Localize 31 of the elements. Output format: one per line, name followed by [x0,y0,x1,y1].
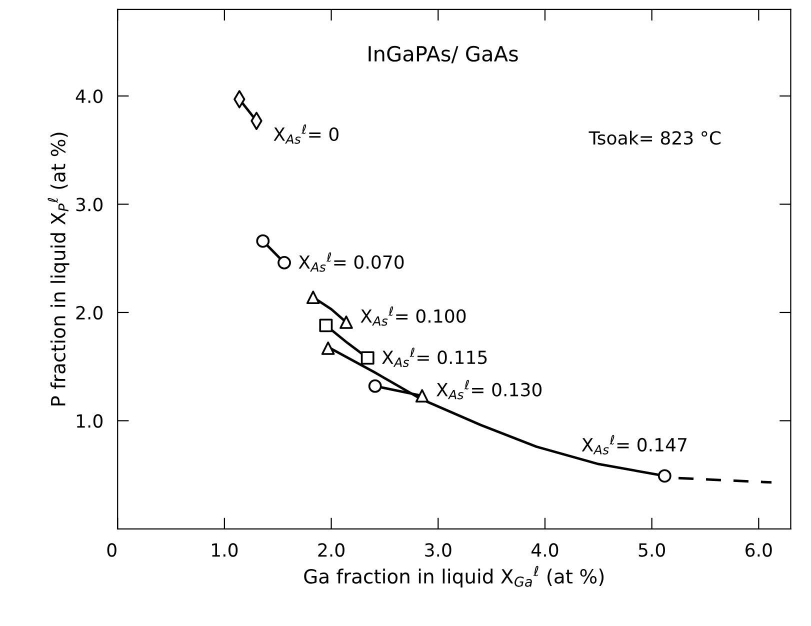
point [306,290,320,304]
point [658,469,672,483]
point [340,316,353,329]
y-tick-label: 2.0 [76,306,103,320]
point [368,379,382,393]
point [415,389,429,403]
point [256,234,270,248]
annotation: Tsoak= 823 °C [588,130,721,145]
point [321,341,335,355]
x-tick-label: 6.0 [746,543,772,557]
x-tick-label: 1.0 [212,543,238,557]
x-tick-label: 3.0 [425,543,452,557]
series-label: X$_{As}$$^{ℓ}$= 0.100 [360,306,466,326]
x-tick-label: 4.0 [532,543,558,557]
point [278,256,291,270]
y-axis-title: P fraction in liquid X$_{P}$$^{ℓ}$ (at %) [48,132,70,406]
y-tick-label: 1.0 [76,414,103,428]
series-label: X$_{As}$$^{ℓ}$= 0 [274,124,338,144]
series-label: X$_{As}$$^{ℓ}$= 0.115 [382,348,487,368]
x-tick-label: 2.0 [318,543,344,557]
x-tick-label: 5.0 [638,543,665,557]
y-tick-label: 3.0 [76,198,103,212]
series-label: X$_{As}$$^{ℓ}$= 0.130 [436,380,542,400]
series-label: X$_{As}$$^{ℓ}$= 0.070 [298,252,404,272]
x-axis-title: Ga fraction in liquid X$_{Ga}$$^{ℓ}$ (at %) [304,566,604,588]
point [319,318,333,332]
y-tick-label: 4.0 [76,89,103,104]
annotation: InGaPAs/ GaAs [368,46,518,64]
x-tick-label: 0 [107,543,116,557]
series-label: X$_{As}$$^{ℓ}$= 0.147 [582,435,686,454]
point [360,351,374,365]
